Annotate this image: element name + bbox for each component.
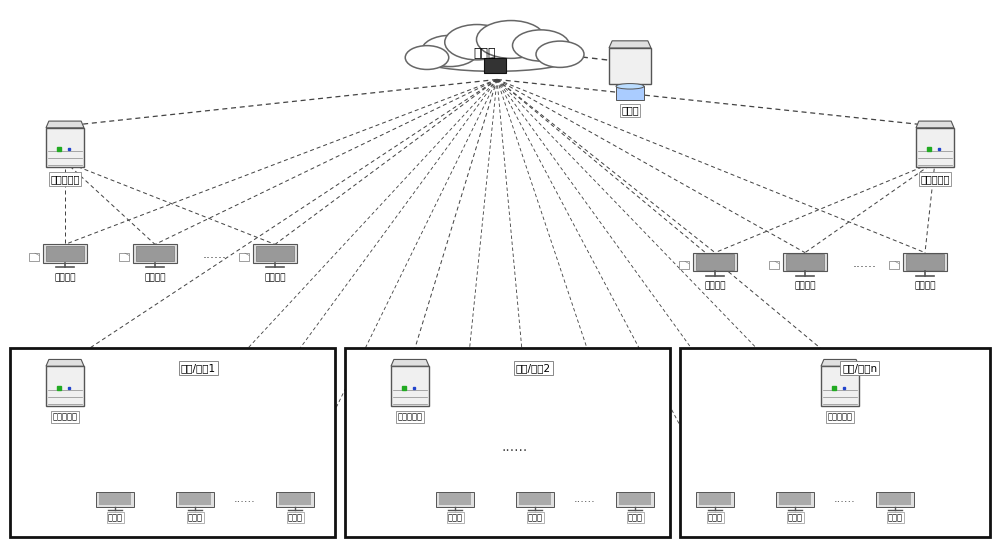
FancyBboxPatch shape: [439, 493, 471, 505]
FancyBboxPatch shape: [43, 244, 87, 263]
Text: 客户端: 客户端: [708, 513, 722, 522]
FancyBboxPatch shape: [136, 246, 174, 261]
Text: 个人用户: 个人用户: [144, 273, 166, 282]
FancyBboxPatch shape: [696, 492, 734, 507]
Text: 客户端: 客户端: [888, 513, 902, 522]
Polygon shape: [391, 359, 429, 366]
Text: ......: ......: [834, 494, 856, 504]
FancyBboxPatch shape: [239, 253, 249, 261]
FancyBboxPatch shape: [699, 493, 731, 505]
Text: 存储服务器: 存储服务器: [50, 174, 80, 184]
Text: 客户端: 客户端: [108, 513, 122, 522]
FancyBboxPatch shape: [889, 261, 899, 269]
FancyBboxPatch shape: [345, 348, 670, 537]
Text: 组织/企业1: 组织/企业1: [181, 363, 216, 373]
Polygon shape: [609, 41, 651, 48]
FancyBboxPatch shape: [906, 254, 944, 270]
Text: 个人用户: 个人用户: [794, 281, 816, 290]
FancyBboxPatch shape: [779, 493, 811, 505]
Circle shape: [445, 25, 509, 60]
Text: 存储服务器: 存储服务器: [920, 174, 950, 184]
Text: 公有云: 公有云: [474, 47, 496, 60]
FancyBboxPatch shape: [10, 348, 335, 537]
FancyBboxPatch shape: [279, 493, 311, 505]
Circle shape: [477, 20, 546, 59]
Text: 客户端: 客户端: [448, 513, 462, 522]
FancyBboxPatch shape: [96, 492, 134, 507]
FancyBboxPatch shape: [769, 261, 779, 269]
FancyBboxPatch shape: [519, 493, 551, 505]
FancyBboxPatch shape: [821, 366, 859, 406]
Ellipse shape: [616, 83, 644, 89]
FancyBboxPatch shape: [46, 128, 84, 167]
Polygon shape: [916, 121, 954, 128]
Text: 存储服务器: 存储服务器: [398, 412, 422, 421]
Polygon shape: [46, 121, 84, 128]
Text: 个人用户: 个人用户: [264, 273, 286, 282]
FancyBboxPatch shape: [776, 492, 814, 507]
FancyBboxPatch shape: [876, 492, 914, 507]
Text: 数据库: 数据库: [621, 105, 639, 116]
FancyBboxPatch shape: [391, 366, 429, 406]
Text: 客户端: 客户端: [628, 513, 642, 522]
FancyBboxPatch shape: [436, 492, 474, 507]
FancyBboxPatch shape: [879, 493, 911, 505]
Text: ......: ......: [574, 494, 596, 504]
Text: 客户端: 客户端: [528, 513, 542, 522]
Text: 个人用户: 个人用户: [914, 281, 936, 290]
Text: 存储服务器: 存储服务器: [828, 412, 852, 421]
FancyBboxPatch shape: [253, 244, 297, 263]
Circle shape: [512, 30, 570, 61]
Polygon shape: [821, 359, 859, 366]
Text: ......: ......: [853, 256, 877, 270]
FancyBboxPatch shape: [29, 253, 39, 261]
FancyBboxPatch shape: [696, 254, 734, 270]
FancyBboxPatch shape: [99, 493, 131, 505]
Text: 个人用户: 个人用户: [704, 281, 726, 290]
FancyBboxPatch shape: [786, 254, 824, 270]
FancyBboxPatch shape: [693, 253, 737, 271]
FancyBboxPatch shape: [133, 244, 177, 263]
FancyBboxPatch shape: [679, 261, 689, 269]
FancyBboxPatch shape: [276, 492, 314, 507]
Text: 客户端: 客户端: [788, 513, 802, 522]
Ellipse shape: [423, 49, 567, 71]
Circle shape: [422, 35, 479, 67]
FancyBboxPatch shape: [783, 253, 827, 271]
FancyBboxPatch shape: [119, 253, 129, 261]
FancyBboxPatch shape: [176, 492, 214, 507]
Circle shape: [405, 45, 449, 70]
FancyBboxPatch shape: [680, 348, 990, 537]
Text: 个人用户: 个人用户: [54, 273, 76, 282]
FancyBboxPatch shape: [179, 493, 211, 505]
Text: 组织/企业n: 组织/企业n: [842, 363, 877, 373]
FancyBboxPatch shape: [903, 253, 947, 271]
Circle shape: [536, 41, 584, 67]
Text: 客户端: 客户端: [188, 513, 202, 522]
Text: ......: ......: [203, 248, 227, 261]
FancyBboxPatch shape: [916, 128, 954, 167]
FancyBboxPatch shape: [619, 493, 651, 505]
Polygon shape: [46, 359, 84, 366]
Text: ......: ......: [502, 439, 528, 454]
FancyBboxPatch shape: [609, 48, 651, 83]
FancyBboxPatch shape: [46, 246, 84, 261]
Text: 存储服务器: 存储服务器: [52, 412, 78, 421]
FancyBboxPatch shape: [616, 87, 644, 100]
FancyBboxPatch shape: [516, 492, 554, 507]
Text: 组织/企业2: 组织/企业2: [516, 363, 551, 373]
FancyBboxPatch shape: [46, 366, 84, 406]
FancyBboxPatch shape: [616, 492, 654, 507]
FancyBboxPatch shape: [256, 246, 294, 261]
Text: 客户端: 客户端: [288, 513, 302, 522]
Text: ......: ......: [234, 494, 256, 504]
FancyBboxPatch shape: [484, 58, 506, 73]
